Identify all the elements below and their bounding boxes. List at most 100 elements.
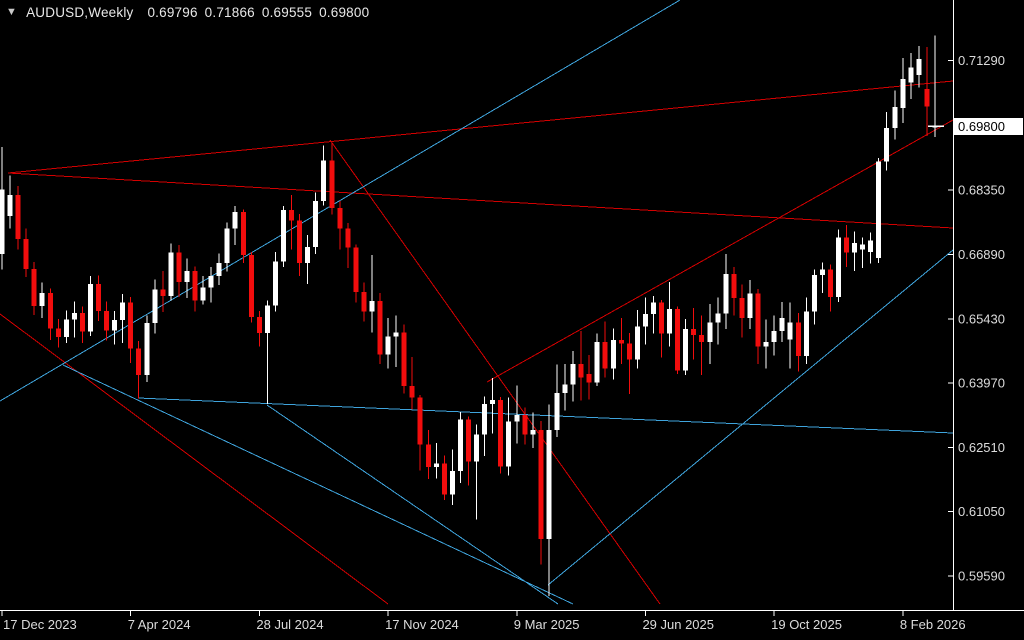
candle-body <box>723 273 729 314</box>
candle-body <box>634 326 640 360</box>
candle-body <box>530 430 536 435</box>
trendline-rising-from-low-cyan[interactable] <box>547 249 954 586</box>
candle-body <box>224 228 230 263</box>
candle-body <box>377 301 383 355</box>
candle-body <box>916 58 922 76</box>
candle-body <box>699 335 705 343</box>
candle-body <box>570 364 576 385</box>
candle-body <box>562 384 568 393</box>
price-axis-label: 0.71290 <box>958 53 1005 68</box>
candle-body <box>160 289 166 296</box>
candle-body <box>835 237 841 297</box>
trendline-horizontal-cyan[interactable] <box>137 397 954 434</box>
candle-body <box>482 403 488 435</box>
candle-body <box>498 400 504 467</box>
candle-body <box>361 291 367 312</box>
trendline-down-to-low-cyan-2[interactable] <box>266 404 559 605</box>
ohlc-close-value: 0.69800 <box>319 5 370 20</box>
candle-body <box>96 283 102 311</box>
trendline-left-down-red[interactable] <box>0 313 389 605</box>
candle-body <box>827 269 833 297</box>
candle-body <box>71 313 77 320</box>
candle-body <box>819 269 825 276</box>
candle-body <box>168 252 174 296</box>
candle-body <box>281 209 287 262</box>
candle-body <box>425 444 431 468</box>
candle-body <box>602 342 608 369</box>
candle-body <box>184 271 190 282</box>
price-axis-label: 0.63970 <box>958 376 1005 391</box>
candle-body <box>120 302 126 321</box>
candle-body <box>852 243 858 253</box>
candle-body <box>924 88 930 107</box>
current-price-box <box>954 117 1023 135</box>
time-axis-label: 7 Apr 2024 <box>128 617 191 632</box>
candle-body <box>795 322 801 356</box>
candle-body <box>474 434 480 462</box>
candle-body <box>433 463 439 468</box>
candle-body <box>683 328 689 371</box>
candle-body <box>506 421 512 467</box>
time-axis-label: 8 Feb 2026 <box>900 617 966 632</box>
candle-body <box>329 160 335 209</box>
candle-body <box>739 298 745 318</box>
candle-body <box>216 262 222 277</box>
candle-body <box>763 342 769 347</box>
candle-body <box>691 328 697 336</box>
candle-body <box>385 336 391 355</box>
candle-body <box>417 397 423 445</box>
candle-body <box>47 293 53 329</box>
candle-body <box>546 430 552 539</box>
candle-body <box>868 240 874 252</box>
candle-body <box>594 342 600 383</box>
candle-body <box>642 313 648 327</box>
candle-body <box>779 317 785 332</box>
candle-body <box>860 244 866 250</box>
candle-body <box>313 201 319 247</box>
candle-body <box>771 331 777 343</box>
candle-body <box>152 289 158 324</box>
trendline-wedge-lower-red[interactable] <box>7 172 954 229</box>
candle-body <box>232 212 238 229</box>
time-axis-label: 28 Jul 2024 <box>256 617 323 632</box>
trendline-wedge-upper-red[interactable] <box>7 80 954 174</box>
candle-body <box>7 195 13 217</box>
time-axis-label: 29 Jun 2025 <box>642 617 714 632</box>
candle-body <box>200 287 206 301</box>
candle-body <box>908 67 914 83</box>
candle-body <box>289 209 295 221</box>
candle-body <box>39 293 45 307</box>
price-axis-label: 0.66890 <box>958 247 1005 262</box>
candle-body <box>675 309 681 371</box>
current-price-label: 0.69800 <box>958 119 1005 134</box>
time-axis-label: 17 Nov 2024 <box>385 617 459 632</box>
trendline-rising-support-red[interactable] <box>486 119 954 383</box>
trendline-ascending-cyan[interactable] <box>0 0 681 402</box>
candle-body <box>844 237 850 253</box>
candle-body <box>514 414 520 422</box>
price-axis-label: 0.65430 <box>958 311 1005 326</box>
candle-body <box>128 302 134 349</box>
ohlc-low-value: 0.69555 <box>261 5 313 20</box>
candle-body <box>144 323 150 376</box>
trendline-peak-steep-down-red[interactable] <box>329 139 661 605</box>
candle-body <box>409 386 415 398</box>
candle-body <box>272 261 278 306</box>
price-axis-label: 0.59590 <box>958 568 1005 583</box>
candle-body <box>0 189 5 255</box>
candle-body <box>659 302 665 334</box>
candle-body <box>715 313 721 323</box>
candle-body <box>892 106 898 129</box>
candle-body <box>23 239 29 270</box>
candle-body <box>731 273 737 299</box>
candle-body <box>747 293 753 318</box>
candle-body <box>87 283 93 332</box>
trendline-down-to-low-cyan-1[interactable] <box>62 364 574 605</box>
candle-body <box>803 311 809 356</box>
window-menu-icon[interactable]: ▼ <box>6 6 18 18</box>
price-axis-label: 0.61050 <box>958 504 1005 519</box>
candle-body <box>441 463 447 495</box>
price-axis-label: 0.62510 <box>958 440 1005 455</box>
